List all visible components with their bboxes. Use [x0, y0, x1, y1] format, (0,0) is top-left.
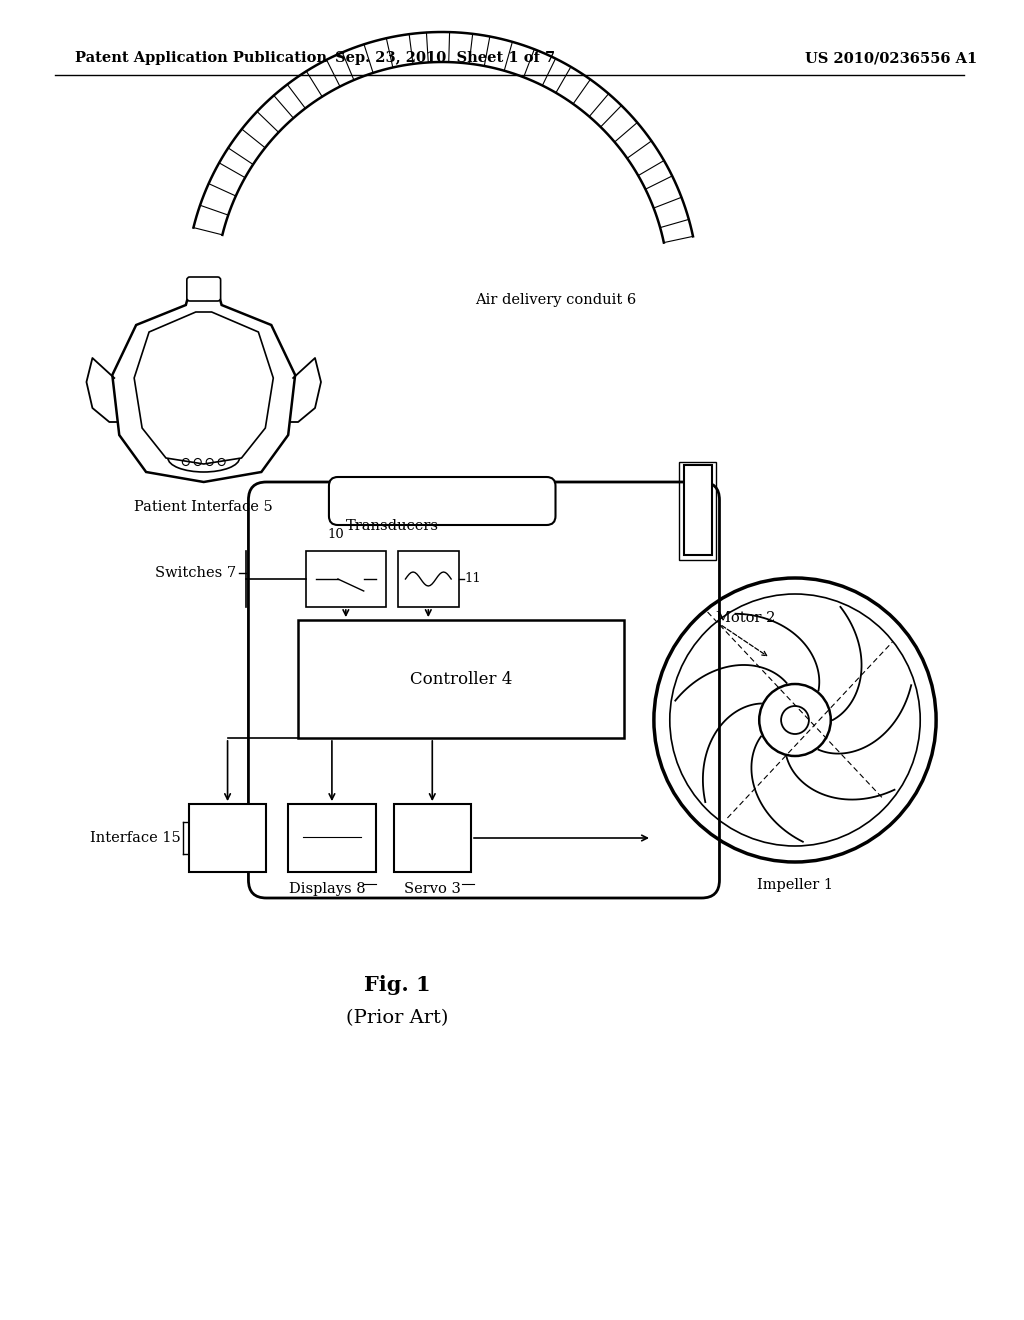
Bar: [298, 620, 624, 738]
Text: Servo 3: Servo 3: [403, 882, 461, 896]
FancyBboxPatch shape: [249, 482, 720, 898]
Text: Air delivery conduit 6: Air delivery conduit 6: [475, 293, 636, 308]
Bar: [679, 462, 717, 560]
Bar: [393, 804, 471, 873]
Text: Interface 15: Interface 15: [90, 832, 181, 845]
Text: Fig. 1: Fig. 1: [365, 975, 431, 995]
Text: (Prior Art): (Prior Art): [346, 1008, 449, 1027]
Text: Controller 4: Controller 4: [410, 671, 512, 688]
FancyBboxPatch shape: [186, 277, 220, 301]
Text: Impeller 1: Impeller 1: [757, 878, 833, 892]
Text: Sep. 23, 2010  Sheet 1 of 7: Sep. 23, 2010 Sheet 1 of 7: [335, 51, 555, 65]
Polygon shape: [134, 312, 273, 465]
Text: Patent Application Publication: Patent Application Publication: [75, 51, 327, 65]
Polygon shape: [113, 282, 295, 482]
Text: Motor 2: Motor 2: [716, 611, 775, 624]
Text: 11: 11: [464, 573, 481, 586]
Text: Displays 8: Displays 8: [289, 882, 366, 896]
FancyBboxPatch shape: [329, 477, 555, 525]
Bar: [306, 550, 386, 607]
Bar: [288, 804, 376, 873]
Text: Transducers: Transducers: [346, 519, 439, 533]
Text: Patient Interface 5: Patient Interface 5: [134, 500, 273, 513]
Text: Switches 7: Switches 7: [156, 566, 237, 579]
Text: 10: 10: [328, 528, 344, 541]
Text: US 2010/0236556 A1: US 2010/0236556 A1: [805, 51, 977, 65]
Bar: [397, 550, 459, 607]
Bar: [188, 804, 266, 873]
Bar: [684, 465, 712, 554]
